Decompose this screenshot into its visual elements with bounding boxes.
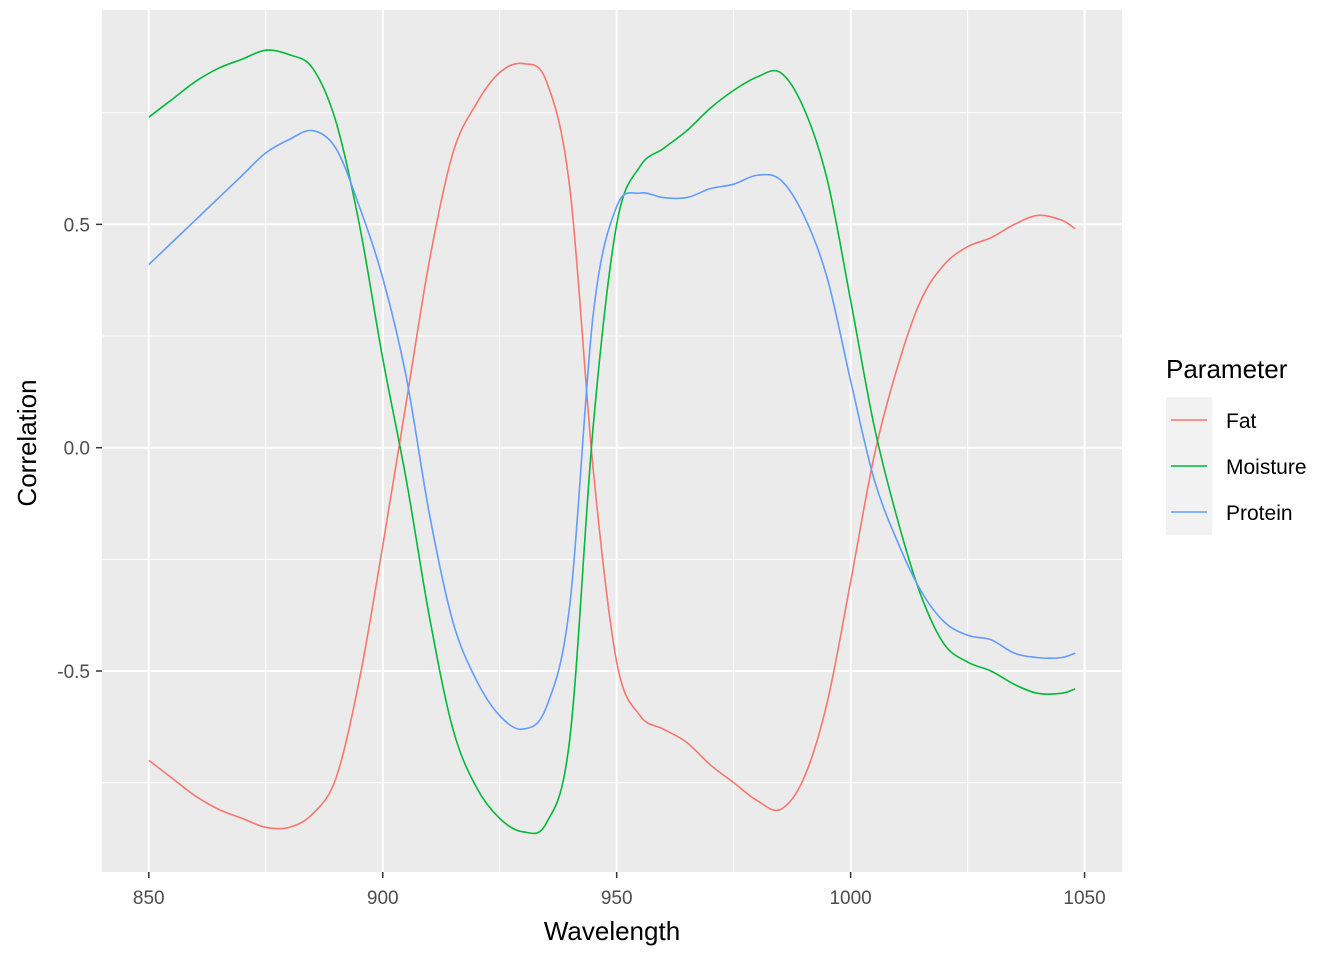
legend-label-moisture: Moisture (1226, 456, 1307, 479)
y-axis: -0.5 0.0 0.5 (57, 215, 102, 683)
x-tick-label: 1000 (829, 888, 871, 909)
plot-panel (102, 10, 1122, 872)
x-axis: 850 900 950 1000 1050 (133, 872, 1106, 909)
minor-gridlines (102, 10, 1122, 872)
legend-label-protein: Protein (1226, 502, 1293, 525)
y-tick-label: 0.0 (64, 439, 90, 460)
y-tick-label: -0.5 (57, 662, 90, 683)
series-line-protein (148, 129, 1076, 731)
y-axis-title: Correlation (12, 379, 42, 506)
x-tick-label: 850 (133, 888, 165, 909)
x-tick-label: 950 (601, 888, 633, 909)
legend-label-fat: Fat (1226, 410, 1257, 433)
legend-items: Fat Moisture Protein (1171, 410, 1307, 525)
legend-title: Parameter (1166, 354, 1288, 384)
legend: Parameter Fat Moisture Protein (1166, 354, 1307, 535)
series-line-moisture (148, 49, 1076, 835)
x-axis-title: Wavelength (544, 916, 680, 946)
major-gridlines (102, 10, 1122, 872)
x-tick-label: 1050 (1063, 888, 1105, 909)
x-tick-label: 900 (367, 888, 399, 909)
series-lines (148, 49, 1076, 835)
y-tick-label: 0.5 (64, 215, 90, 236)
series-line-fat (148, 62, 1076, 830)
